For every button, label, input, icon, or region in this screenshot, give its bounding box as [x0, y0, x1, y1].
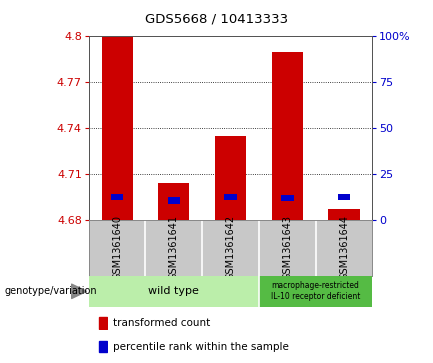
Text: GSM1361643: GSM1361643 [282, 215, 292, 280]
Bar [168, 197, 180, 204]
Text: percentile rank within the sample: percentile rank within the sample [113, 342, 288, 352]
Bar [328, 209, 360, 220]
Bar [158, 183, 190, 220]
Bar [111, 193, 123, 200]
Bar [98, 341, 107, 352]
Bar [259, 276, 372, 307]
Text: macrophage-restricted
IL-10 receptor deficient: macrophage-restricted IL-10 receptor def… [271, 281, 360, 301]
Bar [215, 136, 246, 220]
Bar [271, 52, 303, 220]
Bar [101, 36, 133, 220]
Text: wild type: wild type [149, 286, 199, 296]
Bar [281, 195, 294, 201]
Text: GSM1361644: GSM1361644 [339, 215, 349, 280]
Text: transformed count: transformed count [113, 318, 210, 328]
Bar [98, 317, 107, 329]
Text: GSM1361641: GSM1361641 [169, 215, 179, 280]
Text: GDS5668 / 10413333: GDS5668 / 10413333 [145, 13, 288, 26]
Polygon shape [71, 284, 87, 298]
Text: GSM1361642: GSM1361642 [226, 215, 236, 280]
Bar [89, 276, 259, 307]
Text: genotype/variation: genotype/variation [4, 286, 97, 296]
Bar [224, 193, 237, 200]
Text: GSM1361640: GSM1361640 [112, 215, 122, 280]
Bar [338, 193, 350, 200]
